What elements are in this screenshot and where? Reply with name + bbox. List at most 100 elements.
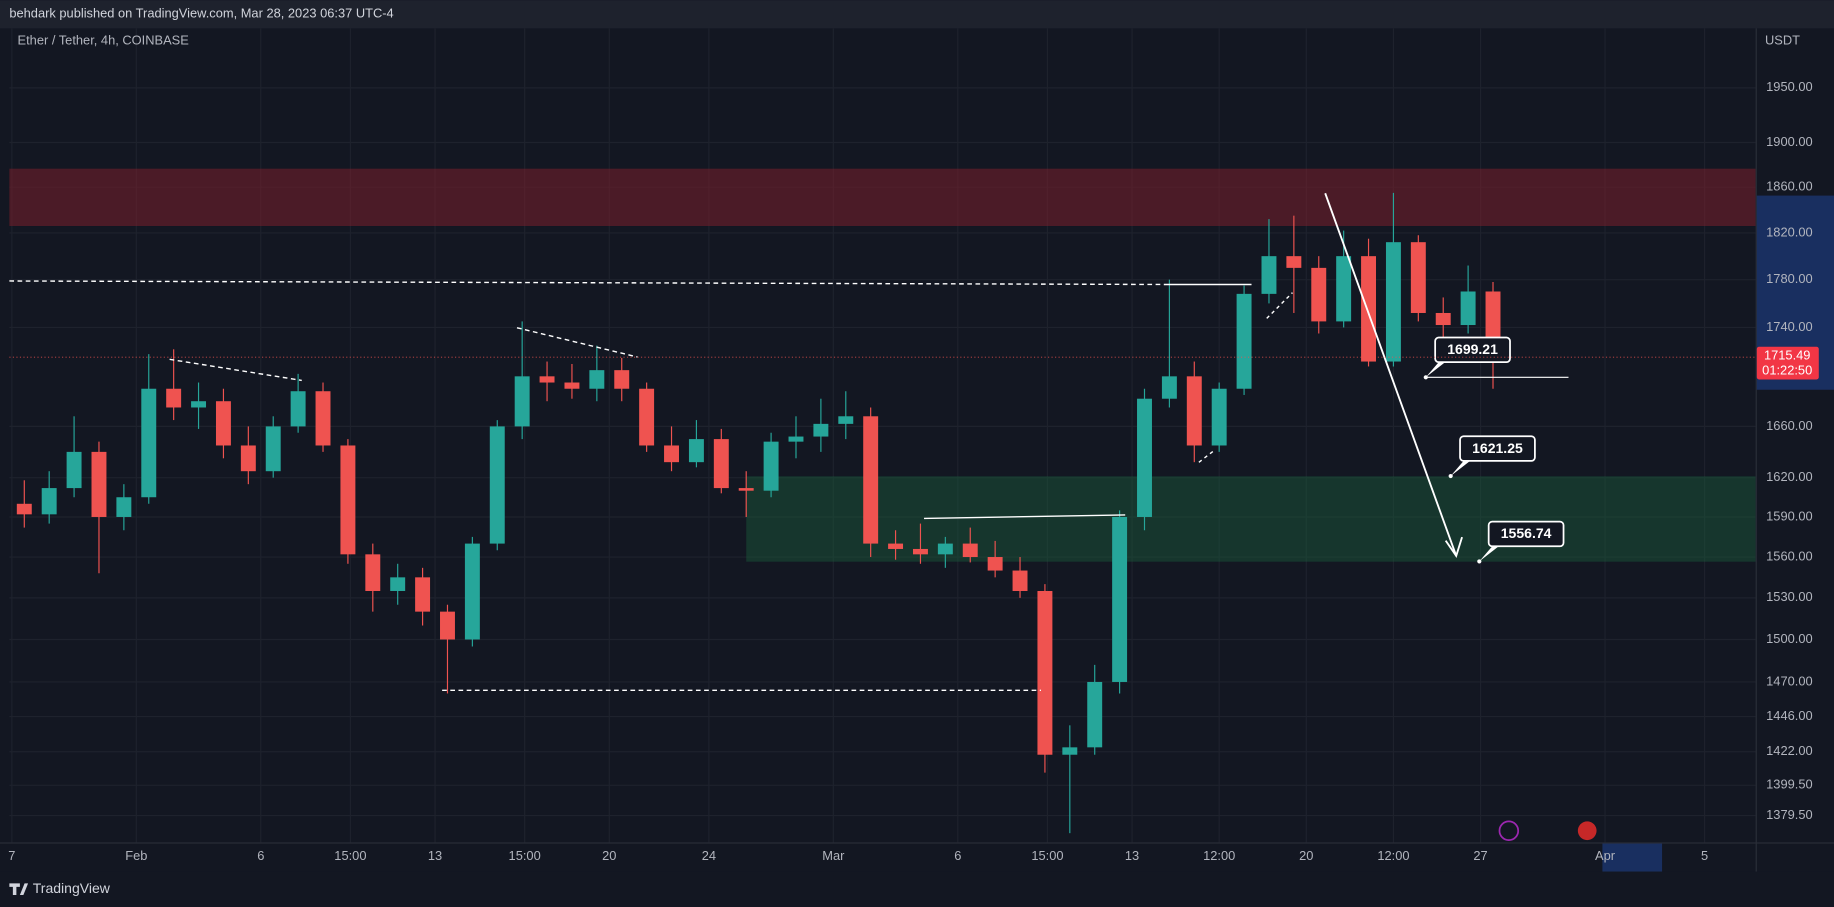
candle-body [962, 543, 978, 558]
x-tick-label: Feb [125, 848, 147, 863]
candle-body [664, 445, 679, 463]
candle-body [1410, 242, 1426, 313]
x-tick-label: 15:00 [1031, 848, 1063, 863]
dashed-level [9, 280, 1164, 286]
y-tick-label: 1620.00 [1766, 469, 1812, 484]
label-box [1459, 435, 1536, 462]
y-tick-label: 1780.00 [1766, 271, 1812, 286]
x-tick-label: 13 [1125, 848, 1139, 863]
candle-body [1112, 516, 1128, 682]
top-bar [0, 0, 1834, 29]
candle-body [1186, 376, 1202, 446]
candle-body [415, 577, 431, 612]
candle-body [116, 497, 132, 517]
candles [16, 192, 1501, 834]
candle-body [440, 611, 455, 640]
candle-body [788, 436, 804, 442]
candle-body [987, 557, 1003, 571]
y-tick-label: 1740.00 [1766, 319, 1812, 334]
candle-body [1211, 388, 1227, 446]
candle-body [1286, 256, 1302, 268]
label-box [1487, 520, 1565, 548]
axis-highlight [1602, 843, 1663, 872]
event-icon[interactable] [1577, 821, 1597, 841]
candle-body [912, 548, 928, 555]
candle-body [1361, 256, 1377, 362]
candle-body [863, 416, 879, 544]
drawings [9, 192, 1463, 692]
candle-body [215, 401, 231, 446]
x-tick-label: 6 [257, 848, 264, 863]
y-tick-label: 1500.00 [1766, 631, 1812, 646]
label-box [1434, 336, 1511, 363]
candle-body [937, 543, 953, 555]
candle-body [1137, 398, 1152, 517]
y-tick-label: 1470.00 [1766, 673, 1812, 688]
x-tick-label: 5 [1701, 848, 1708, 863]
arrow-head [1444, 536, 1463, 558]
y-tick-label: 1660.00 [1766, 418, 1812, 433]
dashed-trend [516, 327, 638, 358]
candle-body [141, 388, 157, 498]
candle-body [464, 543, 480, 640]
chart-title: Ether / Tether, 4h, COINBASE [18, 33, 190, 48]
candle-body [365, 554, 381, 591]
y-tick-label: 1446.00 [1766, 708, 1812, 723]
candle-body [91, 451, 107, 517]
x-tick-label: 20 [602, 848, 616, 863]
candle-body [1311, 267, 1327, 322]
candle-body [813, 423, 829, 437]
dashed-trend [169, 358, 302, 382]
candle-body [315, 391, 331, 446]
candle-body [1336, 256, 1352, 322]
arrow-line [1324, 192, 1458, 557]
event-icon[interactable] [1498, 820, 1520, 841]
x-tick-label: 13 [428, 848, 442, 863]
resistance-zone [9, 168, 1756, 227]
candle-body [1385, 242, 1401, 362]
candle-body [614, 370, 630, 389]
candle-body [1062, 747, 1078, 755]
y-tick-label: 1900.00 [1766, 134, 1812, 149]
dashed-trend [1266, 292, 1293, 319]
candle-body [1460, 291, 1476, 326]
candle-body [240, 445, 256, 472]
candle-body [564, 382, 580, 389]
candle-body [1261, 256, 1277, 294]
candle-body [1037, 590, 1053, 755]
y-unit: USDT [1765, 33, 1800, 48]
y-tick-label: 1530.00 [1766, 589, 1812, 604]
footer [0, 871, 1834, 907]
label-callout [1425, 360, 1447, 378]
countdown-label: 01:22:50 [1762, 363, 1812, 378]
level-line [924, 514, 1126, 520]
candle-body [41, 488, 57, 515]
x-tick-label: 6 [954, 848, 961, 863]
y-tick-label: 1860.00 [1766, 179, 1812, 194]
brand-logo [9, 883, 29, 896]
candle-body [713, 439, 729, 489]
candle-body [1236, 293, 1252, 389]
candle-body [340, 445, 356, 555]
candle-body [489, 426, 505, 544]
candle-body [66, 451, 82, 489]
candle-body [191, 401, 207, 408]
candle-body [290, 391, 306, 427]
y-tick-label: 1422.00 [1766, 743, 1812, 758]
price-labels: 1699.21 1621.25 1556.74 [1423, 336, 1569, 564]
last-price-box [1756, 346, 1819, 380]
candle-body [1435, 312, 1451, 326]
y-tick-label: 1590.00 [1766, 508, 1812, 523]
x-tick-label: 20 [1299, 848, 1313, 863]
candle-body [1012, 570, 1028, 591]
candle-body [738, 488, 754, 491]
publish-info: behdark published on TradingView.com, Ma… [9, 6, 393, 21]
x-tick-label: 7 [8, 848, 15, 863]
candle-body [390, 577, 406, 591]
label-text: 1621.25 [1472, 440, 1523, 456]
candle-body [16, 503, 32, 515]
x-tick-label: 12:00 [1377, 848, 1409, 863]
x-tick-label: Apr [1595, 848, 1616, 863]
last-price-label: 1715.49 [1764, 347, 1810, 362]
